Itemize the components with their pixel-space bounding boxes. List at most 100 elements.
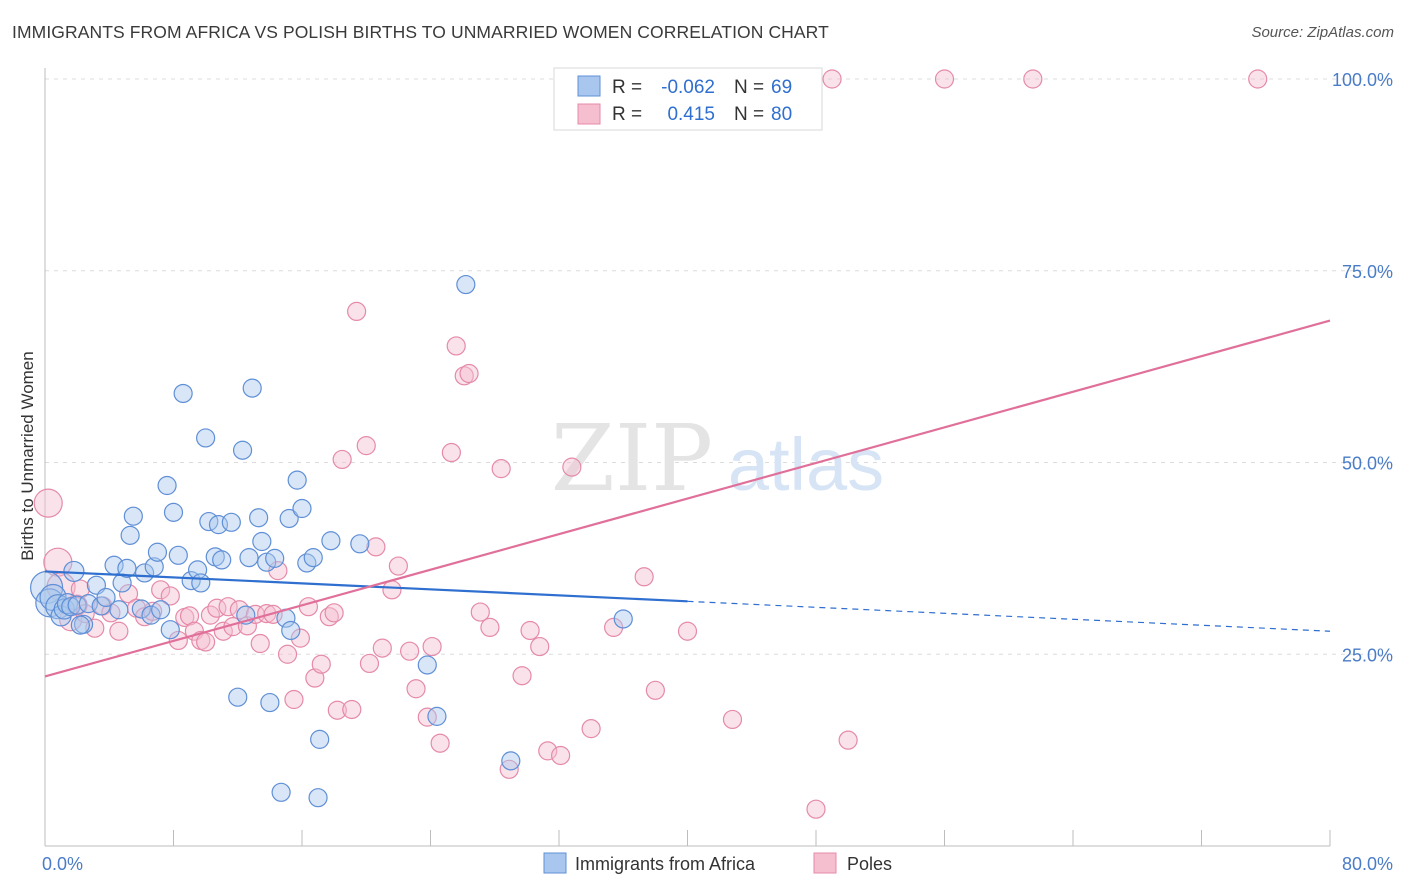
point-pink-48: [359, 653, 380, 674]
point-blue-60: [308, 788, 328, 808]
point-pink-74: [634, 567, 654, 587]
point-blue-63: [417, 655, 437, 675]
point-blue-53: [281, 620, 301, 641]
bottom-legend-swatch-pink: [813, 852, 837, 874]
point-pink-47: [356, 436, 376, 456]
legend-swatch-blue: [577, 75, 601, 97]
point-blue-67: [613, 609, 633, 629]
point-pink-52: [388, 556, 408, 576]
point-pink-66: [512, 666, 532, 686]
legend-n-value-2: 80: [771, 104, 792, 125]
point-pink-11: [118, 584, 139, 604]
point-pink-55: [417, 707, 437, 727]
point-blue-39: [212, 550, 232, 570]
point-blue-20: [123, 506, 143, 526]
point-pink-42: [324, 603, 344, 623]
point-pink-38: [298, 597, 319, 617]
point-pink-26: [218, 597, 238, 617]
point-pink-57: [430, 733, 450, 753]
point-pink-4: [1248, 69, 1268, 89]
legend-n-label-1: N =: [734, 77, 764, 98]
point-blue-45: [242, 378, 262, 398]
point-pink-67: [520, 620, 540, 641]
point-pink-79: [838, 730, 858, 750]
axes: [44, 68, 1331, 847]
y-tick-label-100: 100.0%: [1332, 70, 1393, 90]
point-blue-28: [160, 620, 180, 640]
point-blue-51: [271, 782, 291, 802]
point-pink-45: [342, 699, 362, 720]
point-blue-23: [141, 605, 161, 625]
point-blue-68: [70, 615, 90, 635]
series-legend: Immigrants from Africa Poles: [543, 852, 892, 874]
point-pink-61: [459, 363, 479, 384]
point-blue-44: [239, 548, 259, 568]
point-pink-58: [441, 442, 461, 463]
point-pink-3: [1023, 69, 1043, 89]
chart-title: IMMIGRANTS FROM AFRICA VS POLISH BIRTHS …: [12, 22, 829, 42]
point-pink-31: [250, 633, 270, 654]
point-pink-44: [332, 449, 352, 470]
point-pink-5: [70, 579, 90, 599]
point-blue-59: [310, 729, 330, 749]
y-tick-label-50: 50.0%: [1342, 454, 1393, 474]
point-pink-0: [33, 488, 63, 518]
point-pink-69: [538, 741, 558, 761]
point-pink-16: [160, 586, 180, 606]
point-pink-76: [677, 621, 698, 641]
bottom-legend-swatch-blue: [543, 852, 567, 874]
point-blue-54: [279, 508, 299, 529]
point-blue-21: [131, 599, 151, 619]
point-blue-19: [120, 525, 140, 545]
point-pink-56: [422, 636, 442, 657]
point-pink-1: [822, 69, 842, 89]
point-blue-16: [109, 600, 129, 620]
point-pink-68: [530, 636, 550, 657]
legend-n-value-1: 69: [771, 77, 792, 98]
point-pink-50: [372, 638, 392, 658]
point-pink-51: [382, 580, 402, 600]
legend-swatch-pink: [577, 103, 601, 125]
point-pink-7: [85, 618, 105, 638]
point-blue-56: [292, 498, 312, 519]
point-pink-49: [366, 537, 386, 557]
bottom-legend-label-africa: Immigrants from Africa: [575, 854, 756, 874]
point-blue-55: [287, 470, 307, 490]
point-blue-22: [134, 563, 155, 583]
y-tick-label-75: 75.0%: [1342, 262, 1393, 282]
x-tick-label-80: 80.0%: [1342, 854, 1393, 874]
point-pink-63: [480, 617, 500, 638]
point-pink-53: [400, 641, 420, 661]
point-blue-27: [157, 475, 177, 496]
point-blue-31: [173, 383, 193, 404]
x-tick-label-0: 0.0%: [42, 854, 83, 874]
point-blue-42: [232, 440, 253, 460]
trend-line-blue-extension: [687, 600, 1331, 632]
point-blue-26: [151, 600, 171, 620]
legend-r-label-2: R =: [612, 104, 642, 125]
point-blue-47: [252, 531, 272, 552]
legend-r-label-1: R =: [612, 77, 642, 98]
point-blue-29: [163, 502, 184, 522]
point-blue-41: [228, 687, 248, 707]
point-pink-77: [722, 709, 743, 730]
point-blue-30: [168, 545, 188, 565]
gridlines: [45, 78, 1390, 655]
series-immigrants-from-africa: [30, 274, 633, 808]
point-blue-46: [249, 508, 269, 528]
point-blue-66: [501, 751, 521, 771]
point-blue-25: [147, 542, 168, 562]
bottom-legend-label-poles: Poles: [847, 854, 892, 874]
source-label: Source: ZipAtlas.com: [1251, 24, 1394, 41]
point-pink-35: [277, 644, 298, 664]
point-pink-59: [446, 336, 466, 356]
legend-r-value-1: -0.062: [661, 77, 715, 98]
point-pink-46: [347, 301, 367, 322]
point-pink-37: [290, 628, 310, 648]
point-pink-43: [327, 700, 347, 720]
point-pink-72: [581, 719, 601, 739]
point-pink-54: [406, 679, 426, 699]
trend-line-blue: [44, 570, 688, 603]
point-blue-50: [265, 548, 285, 568]
